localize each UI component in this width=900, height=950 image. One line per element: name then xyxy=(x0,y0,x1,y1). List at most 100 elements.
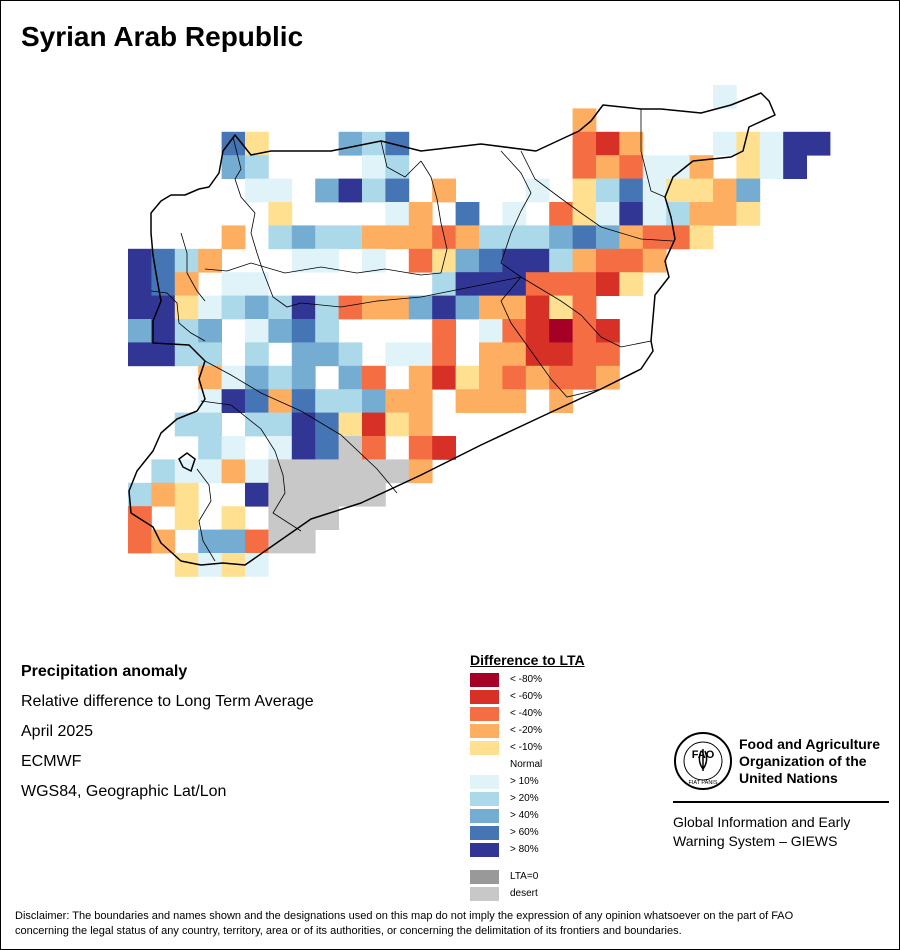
legend-swatch xyxy=(470,758,499,772)
anomaly-cell xyxy=(291,529,316,554)
anomaly-cell xyxy=(268,459,293,484)
anomaly-cell xyxy=(549,365,573,390)
anomaly-cell xyxy=(502,202,527,226)
info-period: April 2025 xyxy=(21,723,94,740)
anomaly-cell xyxy=(245,295,269,320)
anomaly-cell xyxy=(151,459,176,484)
anomaly-cell xyxy=(502,365,527,390)
anomaly-cell xyxy=(362,365,386,390)
lake-outline xyxy=(178,452,196,473)
anomaly-cell xyxy=(221,225,246,250)
legend-label: > 80% xyxy=(510,844,539,855)
anomaly-cell xyxy=(245,319,269,343)
anomaly-cell xyxy=(385,459,410,484)
governorate-boundary xyxy=(380,140,422,178)
anomaly-cell xyxy=(385,131,410,156)
anomaly-cell xyxy=(221,506,246,530)
anomaly-cell xyxy=(151,482,176,507)
disclaimer-line1: Disclaimer: The boundaries and names sho… xyxy=(15,910,794,922)
anomaly-cell xyxy=(174,342,199,367)
anomaly-cell xyxy=(596,202,620,226)
anomaly-cell xyxy=(174,459,199,484)
governorate-boundary xyxy=(200,400,302,532)
anomaly-cell xyxy=(338,389,363,413)
governorate-boundary xyxy=(180,232,206,302)
anomaly-cell xyxy=(432,295,456,320)
anomaly-cell xyxy=(291,506,316,530)
anomaly-cell xyxy=(642,225,667,250)
anomaly-cell xyxy=(619,248,644,273)
anomaly-cell xyxy=(338,482,363,507)
anomaly-cell xyxy=(245,459,269,484)
anomaly-cell xyxy=(362,131,386,156)
anomaly-cell xyxy=(525,248,550,273)
anomaly-cell xyxy=(245,482,269,507)
anomaly-cell xyxy=(362,295,386,320)
anomaly-cell xyxy=(596,131,620,156)
anomaly-cell xyxy=(572,295,597,320)
anomaly-cell xyxy=(596,155,620,179)
anomaly-cell xyxy=(502,272,527,296)
anomaly-cell xyxy=(432,342,456,367)
anomaly-cell xyxy=(362,225,386,250)
legend-label: > 40% xyxy=(510,810,539,821)
anomaly-cell xyxy=(174,506,199,530)
anomaly-cell xyxy=(245,131,269,156)
anomaly-cell xyxy=(525,295,550,320)
anomaly-cell xyxy=(291,412,316,437)
anomaly-cell xyxy=(642,178,667,203)
anomaly-cell xyxy=(596,272,620,296)
governorate-boundary xyxy=(300,276,522,308)
anomaly-cell xyxy=(198,436,222,460)
legend-label: desert xyxy=(510,888,538,899)
anomaly-cell xyxy=(479,342,503,367)
governorate-boundary xyxy=(196,468,216,562)
anomaly-cell xyxy=(736,178,761,203)
anomaly-cell xyxy=(572,319,597,343)
anomaly-cell xyxy=(315,342,339,367)
legend-label: < -20% xyxy=(510,725,542,736)
anomaly-cell xyxy=(689,178,714,203)
legend-swatch xyxy=(470,775,499,789)
borders xyxy=(128,92,776,566)
anomaly-cell xyxy=(572,248,597,273)
anomaly-cell xyxy=(362,412,386,437)
anomaly-cell xyxy=(549,225,573,250)
legend-swatch xyxy=(470,843,499,857)
anomaly-cell xyxy=(221,529,246,554)
anomaly-cell xyxy=(713,85,737,109)
anomaly-cell xyxy=(245,155,269,179)
anomaly-cell xyxy=(245,272,269,296)
anomaly-cell xyxy=(198,412,222,437)
fao-name-line2: Organization of the xyxy=(739,753,867,769)
anomaly-cell xyxy=(408,202,433,226)
anomaly-cell xyxy=(268,482,293,507)
anomaly-cell xyxy=(408,295,433,320)
anomaly-cell xyxy=(245,553,269,577)
legend-swatch xyxy=(470,809,499,823)
governorate-boundary xyxy=(640,109,666,198)
anomaly-cell xyxy=(408,389,433,413)
anomaly-cell xyxy=(338,295,363,320)
legend-label: < -80% xyxy=(510,674,542,685)
anomaly-cell xyxy=(736,202,761,226)
legend-label: LTA=0 xyxy=(510,871,539,882)
anomaly-cell xyxy=(619,272,644,296)
governorate-boundary xyxy=(204,360,398,494)
disclaimer: Disclaimer: The boundaries and names sho… xyxy=(15,909,893,939)
anomaly-cell xyxy=(291,389,316,413)
fao-name-line1: Food and Agriculture xyxy=(739,736,881,752)
legend-label: Normal xyxy=(510,759,543,770)
anomaly-cell xyxy=(174,482,199,507)
anomaly-cell xyxy=(362,482,386,507)
legend-label: > 10% xyxy=(510,776,539,787)
anomaly-cell xyxy=(806,131,831,156)
anomaly-cell xyxy=(268,529,293,554)
anomaly-cell xyxy=(502,342,527,367)
anomaly-cell xyxy=(221,365,246,390)
anomaly-cell xyxy=(151,342,176,367)
anomaly-cell xyxy=(736,131,761,156)
legend-swatch xyxy=(470,741,499,755)
anomaly-cell xyxy=(338,436,363,460)
anomaly-cell xyxy=(268,412,293,437)
